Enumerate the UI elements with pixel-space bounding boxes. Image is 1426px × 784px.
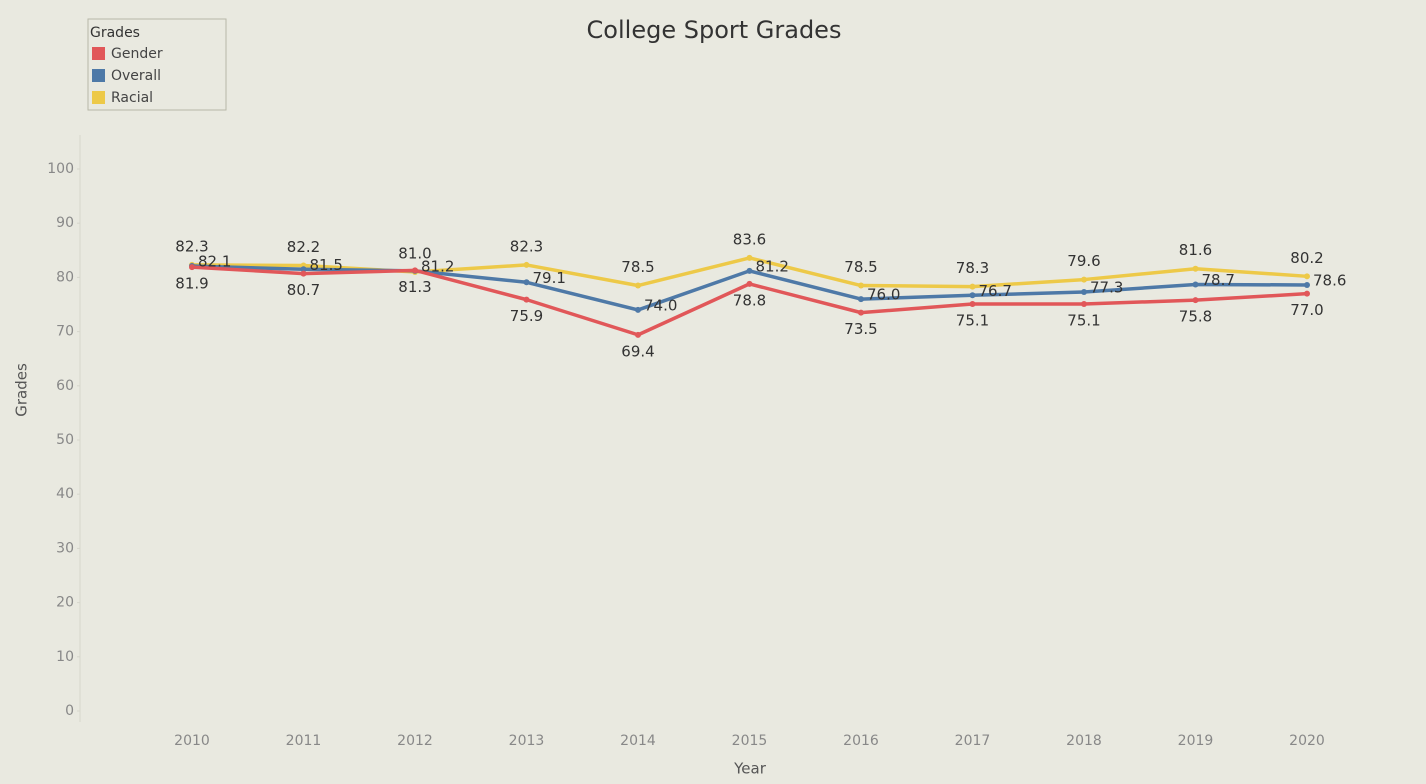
data-point	[523, 261, 530, 268]
data-point	[523, 279, 530, 286]
data-label: 83.6	[733, 230, 766, 248]
data-point	[1081, 289, 1087, 296]
data-point	[635, 306, 641, 313]
data-point	[300, 270, 307, 277]
data-label: 75.1	[1067, 311, 1100, 329]
data-label: 78.8	[733, 291, 766, 309]
data-label: 78.5	[844, 258, 877, 276]
y-tick-label: 70	[56, 324, 74, 340]
data-point	[1304, 273, 1310, 280]
legend-label: Racial	[111, 90, 153, 106]
x-tick-label: 2018	[1066, 733, 1102, 749]
x-tick-label: 2013	[509, 733, 545, 749]
data-label: 78.6	[1313, 271, 1346, 289]
data-point	[1081, 300, 1087, 307]
y-tick-label: 0	[65, 703, 74, 719]
data-label: 81.3	[398, 278, 431, 296]
data-point	[746, 280, 753, 287]
data-label: 76.7	[979, 282, 1012, 300]
data-point	[635, 331, 641, 338]
data-point	[1304, 281, 1310, 288]
data-label: 81.9	[175, 275, 208, 293]
data-point	[746, 267, 753, 274]
data-label: 69.4	[621, 342, 654, 360]
data-point	[969, 283, 976, 290]
y-tick-label: 60	[56, 378, 74, 394]
y-tick-label: 80	[56, 269, 74, 285]
data-label: 74.0	[644, 296, 677, 314]
legend-title: Grades	[90, 25, 140, 41]
y-tick-label: 20	[56, 595, 74, 611]
y-tick-label: 30	[56, 540, 74, 556]
data-label: 77.0	[1290, 301, 1323, 319]
x-axis-title: Year	[733, 760, 767, 778]
legend-label: Overall	[111, 68, 161, 84]
chart-title: College Sport Grades	[587, 16, 842, 44]
data-point	[969, 300, 976, 307]
data-label: 80.2	[1290, 249, 1323, 267]
data-label: 78.7	[1202, 271, 1235, 289]
data-point	[189, 264, 195, 271]
data-label: 81.2	[756, 257, 789, 275]
data-label: 75.9	[510, 307, 543, 325]
data-label: 78.5	[621, 258, 654, 276]
y-tick-label: 100	[47, 161, 74, 177]
data-label: 79.6	[1067, 252, 1100, 270]
data-label: 75.1	[956, 311, 989, 329]
x-tick-label: 2017	[955, 733, 991, 749]
data-label: 80.7	[287, 281, 320, 299]
x-tick-label: 2020	[1289, 733, 1325, 749]
y-tick-label: 90	[56, 215, 74, 231]
data-point	[746, 254, 753, 261]
y-axis-title: Grades	[13, 363, 31, 417]
data-label: 81.2	[421, 257, 454, 275]
data-point	[1192, 265, 1199, 272]
y-tick-label: 10	[56, 649, 74, 665]
x-tick-label: 2019	[1178, 733, 1214, 749]
data-label: 73.5	[844, 320, 877, 338]
data-label: 76.0	[867, 286, 900, 304]
data-label: 82.1	[198, 253, 231, 271]
y-tick-label: 50	[56, 432, 74, 448]
x-tick-label: 2011	[286, 733, 322, 749]
data-label: 75.8	[1179, 308, 1212, 326]
legend-label: Gender	[111, 46, 163, 62]
legend-swatch	[92, 91, 105, 104]
x-tick-label: 2010	[174, 733, 210, 749]
legend-box	[87, 18, 227, 111]
data-point	[1192, 297, 1199, 304]
data-label: 78.3	[956, 259, 989, 277]
x-tick-label: 2015	[732, 733, 768, 749]
data-label: 82.3	[510, 237, 543, 255]
data-label: 81.5	[310, 256, 343, 274]
y-tick-label: 40	[56, 486, 74, 502]
x-tick-label: 2012	[397, 733, 433, 749]
data-point	[858, 296, 864, 303]
data-label: 77.3	[1090, 279, 1123, 297]
data-point	[1192, 281, 1199, 288]
x-tick-label: 2016	[843, 733, 879, 749]
data-label: 81.6	[1179, 241, 1212, 259]
x-tick-label: 2014	[620, 733, 656, 749]
data-point	[1081, 276, 1087, 283]
data-point	[412, 267, 418, 274]
legend-swatch	[92, 47, 105, 60]
data-point	[969, 292, 976, 299]
data-point	[858, 309, 864, 316]
data-label: 82.2	[287, 238, 320, 256]
data-point	[523, 296, 530, 303]
data-point	[1304, 290, 1310, 297]
data-label: 79.1	[533, 269, 566, 287]
data-label: 81.0	[398, 244, 431, 262]
data-point	[300, 266, 307, 273]
data-point	[635, 282, 641, 289]
legend-swatch	[92, 69, 105, 82]
data-point	[858, 282, 864, 289]
data-label: 82.3	[175, 237, 208, 255]
